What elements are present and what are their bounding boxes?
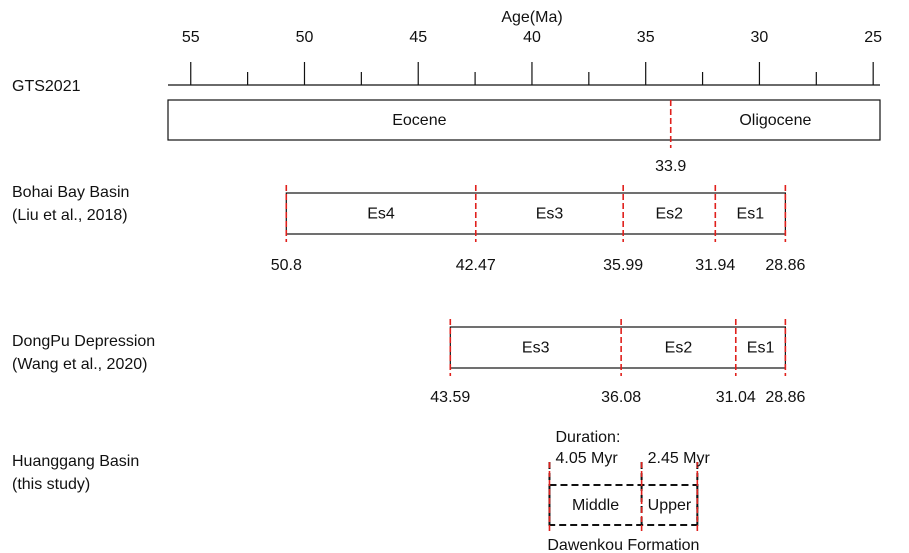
row-label: Bohai Bay Basin (12, 184, 129, 201)
boundary-label: 43.59 (430, 389, 470, 406)
duration: 2.45 Myr (648, 450, 711, 467)
boundary-label: 42.47 (456, 257, 496, 274)
unit-label: Es2 (665, 340, 693, 357)
unit-label: Upper (648, 497, 692, 514)
unit-label: Eocene (392, 112, 446, 129)
boundary-label: 35.99 (603, 257, 643, 274)
boundary-label: 31.94 (695, 257, 735, 274)
unit-label: Es2 (655, 206, 683, 223)
unit-label: Middle (572, 497, 619, 514)
boundary-label: 28.86 (765, 257, 805, 274)
tick-label: 45 (409, 29, 427, 46)
tick-label: 25 (864, 29, 882, 46)
row-label: (this study) (12, 476, 90, 493)
unit-label: Es1 (747, 340, 775, 357)
row-label: (Liu et al., 2018) (12, 207, 128, 224)
unit-label: Es3 (522, 340, 550, 357)
tick-label: 30 (751, 29, 769, 46)
unit-label: Oligocene (739, 112, 811, 129)
tick-label: 55 (182, 29, 200, 46)
boundary-label: 50.8 (271, 257, 302, 274)
row-label: Huanggang Basin (12, 453, 139, 470)
boundary-label: 33.9 (655, 158, 686, 175)
row-label: GTS2021 (12, 78, 81, 95)
tick-label: 50 (296, 29, 314, 46)
unit-label: Es3 (536, 206, 564, 223)
duration-title: Duration: (555, 429, 620, 446)
row-label: DongPu Depression (12, 333, 155, 350)
tick-label: 35 (637, 29, 655, 46)
formation-label: Dawenkou Formation (547, 537, 699, 553)
unit-label: Es4 (367, 206, 395, 223)
unit-label: Es1 (737, 206, 765, 223)
unit-box (167, 99, 881, 141)
boundary-label: 36.08 (601, 389, 641, 406)
axis-title: Age(Ma) (501, 9, 562, 26)
duration: 4.05 Myr (555, 450, 618, 467)
tick-label: 40 (523, 29, 541, 46)
boundary-label: 31.04 (716, 389, 756, 406)
unit-box (548, 484, 699, 526)
row-label: (Wang et al., 2020) (12, 356, 147, 373)
boundary-label: 28.86 (765, 389, 805, 406)
